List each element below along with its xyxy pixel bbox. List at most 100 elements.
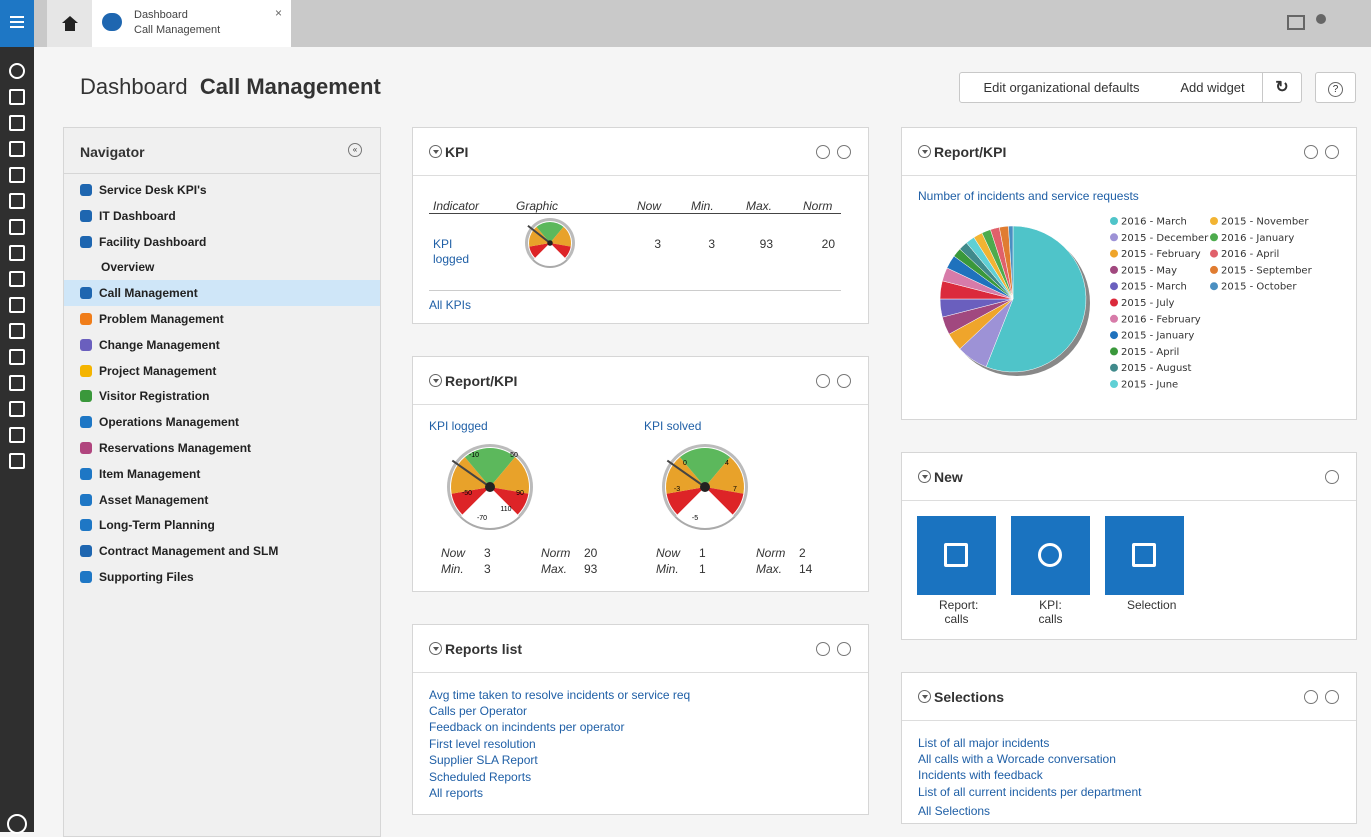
- widget-title: Selections: [934, 689, 1005, 705]
- heading-subtitle: Call Management: [199, 74, 381, 99]
- sidebar-icon[interactable]: [9, 453, 25, 469]
- sidebar-icon[interactable]: [9, 63, 25, 79]
- nav-item[interactable]: IT Dashboard: [80, 204, 176, 228]
- edit-icon[interactable]: [816, 642, 830, 656]
- nav-item[interactable]: Problem Management: [80, 307, 224, 331]
- widget-title: Report/KPI: [445, 373, 518, 389]
- sidebar-icon[interactable]: [9, 349, 25, 365]
- sidebar-icon[interactable]: [9, 401, 25, 417]
- nav-item[interactable]: Long-Term Planning: [80, 513, 215, 537]
- edit-icon[interactable]: [816, 145, 830, 159]
- tile-label: Report: calls: [939, 598, 979, 626]
- nav-icon: [80, 364, 92, 377]
- nav-item[interactable]: Facility Dashboard: [80, 230, 206, 254]
- tab-subtitle: Call Management: [134, 24, 221, 36]
- nav-icon: [80, 442, 92, 454]
- selection-link[interactable]: All calls with a Worcade conversation: [918, 752, 1116, 767]
- report-link[interactable]: Scheduled Reports: [429, 770, 532, 784]
- nav-item[interactable]: Asset Management: [80, 488, 208, 512]
- edit-icon[interactable]: [7, 814, 27, 834]
- nav-item[interactable]: Operations Management: [80, 410, 239, 434]
- nav-icon: [80, 467, 92, 480]
- report-link[interactable]: All reports: [429, 786, 484, 801]
- nav-item[interactable]: Supporting Files: [80, 565, 194, 589]
- nav-label: Project Management: [99, 363, 217, 378]
- new-tile[interactable]: [917, 516, 996, 595]
- sidebar-icon[interactable]: [9, 115, 25, 131]
- close-icon[interactable]: [837, 145, 851, 159]
- help-button[interactable]: ?: [1315, 72, 1356, 103]
- report-link[interactable]: Supplier SLA Report: [429, 752, 538, 767]
- sidebar-icon[interactable]: [9, 219, 25, 235]
- gauge-title[interactable]: KPI solved: [644, 419, 702, 433]
- stat-label: Now: [656, 546, 681, 560]
- nav-item[interactable]: Service Desk KPI's: [80, 178, 207, 202]
- sidebar-icon[interactable]: [9, 271, 25, 287]
- kpi-norm: 20: [821, 237, 835, 251]
- active-tab[interactable]: Dashboard Call Management ×: [92, 0, 291, 47]
- nav-item[interactable]: Call Management: [80, 281, 198, 305]
- column-header: Indicator: [433, 199, 480, 213]
- close-icon[interactable]: [1325, 145, 1339, 159]
- sidebar-icon[interactable]: [9, 193, 25, 209]
- sidebar-icon[interactable]: [9, 323, 25, 339]
- nav-icon: [80, 519, 92, 532]
- sidebar-icon[interactable]: [9, 167, 25, 183]
- menu-button[interactable]: [0, 0, 34, 47]
- edit-icon[interactable]: [816, 374, 830, 388]
- close-icon[interactable]: [837, 642, 851, 656]
- stat-label: Norm: [541, 546, 571, 560]
- close-icon[interactable]: [837, 374, 851, 388]
- nav-item[interactable]: Change Management: [80, 333, 220, 357]
- close-icon[interactable]: [1325, 470, 1339, 484]
- refresh-button[interactable]: ↻: [1262, 72, 1302, 103]
- sidebar-icon[interactable]: [9, 141, 25, 157]
- widget-title: Report/KPI: [934, 144, 1007, 160]
- nav-item[interactable]: Project Management: [80, 359, 216, 383]
- selection-link[interactable]: List of all major incidents: [918, 736, 1050, 750]
- nav-item[interactable]: Item Management: [80, 462, 200, 486]
- collapse-button[interactable]: «: [348, 143, 362, 157]
- nav-selection: [64, 280, 380, 307]
- user-settings-icon[interactable]: [1316, 14, 1326, 24]
- edit-icon[interactable]: [1304, 690, 1318, 704]
- new-widget: New Report: calls KPI: calls Selection: [901, 452, 1357, 640]
- add-widget-button[interactable]: Add widget: [1163, 72, 1263, 103]
- nav-label: Facility Dashboard: [99, 234, 207, 249]
- all-kpis-link[interactable]: All KPIs: [429, 298, 472, 312]
- nav-item[interactable]: Overview: [101, 255, 154, 279]
- sidebar-icon[interactable]: [9, 245, 25, 261]
- kpi-indicator-link[interactable]: KPI logged: [433, 237, 470, 266]
- selection-link[interactable]: All Selections: [918, 804, 991, 818]
- sidebar-icon[interactable]: [9, 427, 25, 443]
- chart-title[interactable]: Number of incidents and service requests: [918, 189, 1139, 203]
- report-link[interactable]: Feedback on incindents per operator: [429, 720, 625, 735]
- widget-title: KPI: [445, 144, 469, 160]
- home-button[interactable]: [47, 0, 92, 47]
- new-tile[interactable]: [1105, 516, 1184, 595]
- report-link[interactable]: Avg time taken to resolve incidents or s…: [429, 688, 691, 702]
- report-link[interactable]: Calls per Operator: [429, 704, 528, 719]
- tile-label: KPI: calls: [1038, 598, 1063, 626]
- sidebar-icon[interactable]: [9, 297, 25, 313]
- selection-link[interactable]: List of all current incidents per depart…: [918, 784, 1142, 799]
- tab-close[interactable]: ×: [275, 6, 283, 20]
- selection-link[interactable]: Incidents with feedback: [918, 768, 1043, 783]
- nav-label: Item Management: [99, 466, 201, 481]
- gauge-title[interactable]: KPI logged: [429, 419, 488, 433]
- nav-item[interactable]: Contract Management and SLM: [80, 539, 278, 563]
- nav-item[interactable]: Visitor Registration: [80, 384, 209, 408]
- close-icon[interactable]: [1325, 690, 1339, 704]
- report-link[interactable]: First level resolution: [429, 736, 536, 751]
- layout-icon[interactable]: [1287, 15, 1305, 30]
- edit-icon[interactable]: [1304, 145, 1318, 159]
- nav-label: Asset Management: [99, 492, 209, 507]
- tile-icon: [1132, 543, 1156, 567]
- sidebar-icon[interactable]: [9, 375, 25, 391]
- edit-defaults-button[interactable]: Edit organizational defaults: [959, 72, 1164, 103]
- tab-title: Dashboard: [134, 9, 188, 21]
- sidebar-icon[interactable]: [9, 89, 25, 105]
- new-tile[interactable]: [1011, 516, 1090, 595]
- stat-value: 93: [584, 562, 598, 576]
- nav-item[interactable]: Reservations Management: [80, 436, 251, 460]
